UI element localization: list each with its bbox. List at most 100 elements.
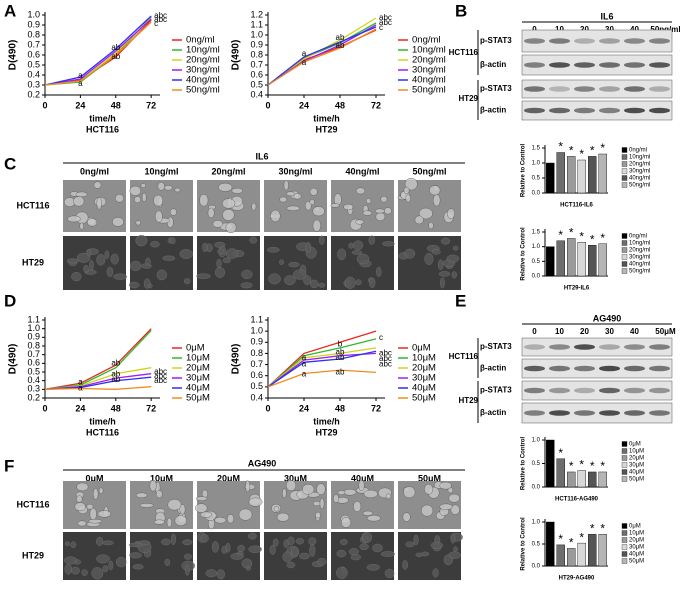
cell-line-label: HCT116 xyxy=(449,48,479,57)
blot-band xyxy=(524,387,545,394)
x-tick-label: 72 xyxy=(371,100,381,110)
cell xyxy=(157,182,165,191)
x-tick-label: 0 xyxy=(42,403,47,413)
cell xyxy=(63,556,78,565)
y-tick-label: 0.5 xyxy=(250,381,263,391)
y-tick-label: 1.5 xyxy=(532,146,541,152)
blot-band xyxy=(574,107,595,114)
cell xyxy=(79,222,84,230)
legend-label: 10μM xyxy=(412,353,436,364)
cell xyxy=(153,519,165,525)
x-tick-label: 0 xyxy=(265,403,270,413)
cell xyxy=(343,488,357,496)
blot-band xyxy=(624,410,645,416)
y-tick-label: 0.6 xyxy=(27,49,40,59)
legend-swatch xyxy=(621,233,628,239)
significance-marker: * xyxy=(579,229,584,243)
blot-strip xyxy=(521,100,673,121)
cell xyxy=(384,568,395,579)
cell xyxy=(129,552,142,559)
cell xyxy=(98,487,104,494)
cell xyxy=(166,517,173,528)
cell xyxy=(156,269,167,281)
cell xyxy=(135,492,148,499)
cell xyxy=(283,179,289,191)
y-tick-label: 0.8 xyxy=(250,49,263,59)
lane-label: 20 xyxy=(580,327,589,336)
cell xyxy=(200,511,212,518)
cell xyxy=(149,479,157,492)
cell xyxy=(440,237,451,245)
cell xyxy=(162,255,176,261)
cell xyxy=(404,248,416,259)
cell xyxy=(362,531,373,543)
chart-title: HCT116-IL6 xyxy=(560,203,593,209)
cell xyxy=(153,194,164,207)
series-line xyxy=(44,19,152,86)
x-axis-title: time/h xyxy=(313,416,340,426)
cell xyxy=(225,248,239,259)
cell xyxy=(439,277,445,289)
cell xyxy=(318,282,326,288)
cell xyxy=(432,194,441,207)
cell xyxy=(251,202,257,211)
cell xyxy=(336,549,347,558)
legend-label: 30ng/ml xyxy=(629,169,650,175)
cell xyxy=(214,516,227,524)
cell xyxy=(309,544,316,557)
y-tick-label: 0.9 xyxy=(27,19,40,29)
y-axis-title: Relative to Control xyxy=(521,517,527,571)
annotation: abc xyxy=(154,371,167,380)
cell xyxy=(214,241,226,248)
cell xyxy=(363,489,378,499)
cell xyxy=(309,187,318,196)
legend-label: 0ng/ml xyxy=(629,234,647,240)
cell xyxy=(86,218,98,227)
y-tick-label: 1.1 xyxy=(250,314,263,324)
blot-band xyxy=(599,410,620,416)
legend-label: 30ng/ml xyxy=(629,255,650,261)
legend-label: 30μM xyxy=(629,545,644,551)
annotation: ab xyxy=(111,43,120,52)
series-line xyxy=(267,28,377,86)
cell xyxy=(418,207,433,220)
blot-band xyxy=(649,344,670,350)
cell xyxy=(305,241,312,253)
cell xyxy=(185,564,190,576)
cell xyxy=(269,544,276,555)
cell xyxy=(344,276,356,289)
blot-band xyxy=(649,62,670,68)
cell xyxy=(439,503,453,511)
y-tick-label: 1.1 xyxy=(27,314,40,324)
cell xyxy=(448,493,460,503)
blot-band xyxy=(599,344,620,350)
cell xyxy=(207,207,215,219)
cell xyxy=(76,252,91,263)
series-line xyxy=(267,350,377,388)
cell xyxy=(315,511,321,519)
chart-subtitle: HT29 xyxy=(315,427,337,437)
legend-label: 30ng/ml xyxy=(186,65,220,76)
cell xyxy=(312,206,325,217)
blot-strip xyxy=(521,358,673,379)
cell xyxy=(337,248,347,261)
blot-band xyxy=(599,38,620,44)
cell xyxy=(248,532,257,540)
cell xyxy=(196,273,211,279)
annotation: a xyxy=(78,378,83,387)
significance-marker: * xyxy=(579,530,584,544)
cell xyxy=(174,187,181,193)
cell xyxy=(141,192,147,203)
y-tick-label: 0.6 xyxy=(250,69,263,79)
cell xyxy=(303,275,312,285)
legend-label: 50μM xyxy=(186,393,210,404)
x-axis-title: time/h xyxy=(89,416,116,426)
cell xyxy=(230,552,244,560)
series-line xyxy=(44,328,152,390)
cell xyxy=(96,554,110,564)
cell xyxy=(70,541,77,549)
x-tick-label: 48 xyxy=(335,403,345,413)
blot-band xyxy=(549,107,570,114)
cell xyxy=(249,236,258,244)
cell xyxy=(317,557,327,566)
